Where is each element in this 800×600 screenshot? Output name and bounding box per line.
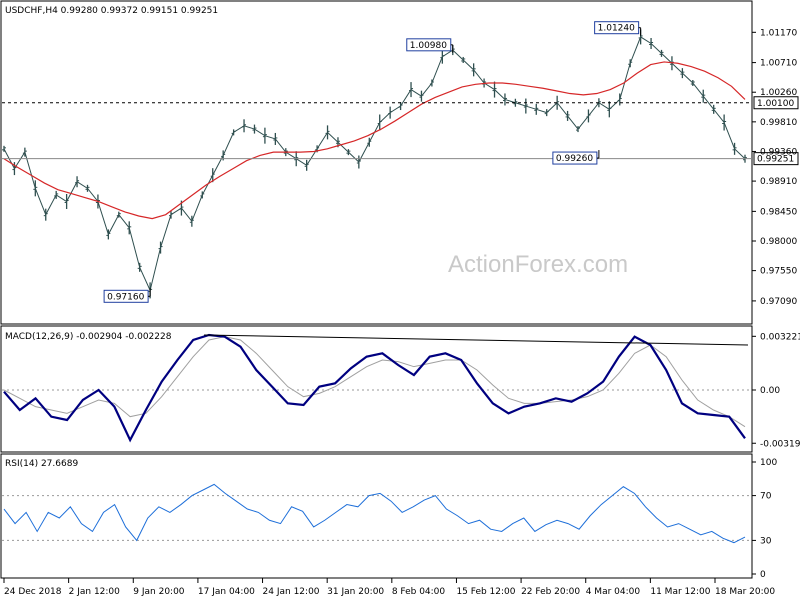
moving-average-line <box>3 61 746 220</box>
rsi-title: RSI(14) 27.6689 <box>5 459 78 469</box>
price-level-box <box>753 152 799 166</box>
price-ytick-label: 0.97090 <box>760 297 797 307</box>
rsi-ytick-label: 70 <box>760 492 772 502</box>
symbol-header: USDCHF,H4 0.99280 0.99372 0.99151 0.9925… <box>5 6 218 16</box>
x-tick-label: 31 Jan 20:00 <box>327 587 384 597</box>
x-tick-label: 24 Dec 2018 <box>4 587 62 597</box>
price-ytick-label: 0.97550 <box>760 267 797 277</box>
watermark: ActionForex.com <box>448 251 628 278</box>
annotation-label: 1.00980 <box>410 41 447 51</box>
price-level-label: 1.00100 <box>757 99 794 109</box>
macd-panel-frame <box>0 325 753 453</box>
price-ytick-label: 1.00260 <box>760 88 797 98</box>
rsi-ytick-label: 0 <box>760 570 766 580</box>
x-tick-label: 17 Jan 04:00 <box>198 587 255 597</box>
annotation-label: 0.97160 <box>107 292 144 302</box>
price-ytick-label: 0.98000 <box>760 237 797 247</box>
price-ytick-label: 1.00710 <box>760 59 797 69</box>
price-panel-frame <box>0 0 753 325</box>
macd-ytick-label: 0.003221 <box>760 332 800 342</box>
price-ytick-label: 0.99360 <box>760 147 797 157</box>
x-tick-label: 15 Feb 12:00 <box>456 587 515 597</box>
rsi-ytick-label: 100 <box>760 458 777 468</box>
x-tick-label: 4 Mar 04:00 <box>586 587 641 597</box>
rsi-ytick-label: 30 <box>760 536 772 546</box>
price-level-box <box>753 96 799 110</box>
x-tick-label: 2 Jan 12:00 <box>69 587 121 597</box>
x-tick-label: 11 Mar 12:00 <box>650 587 710 597</box>
macd-layer <box>2 333 752 443</box>
macd-trendline <box>204 334 749 346</box>
x-tick-label: 24 Jan 12:00 <box>263 587 320 597</box>
rsi-layer <box>2 483 752 544</box>
macd-title: MACD(12,26,9) -0.002904 -0.002228 <box>5 332 172 342</box>
x-tick-label: 18 Mar 20:00 <box>715 587 775 597</box>
macd-line <box>3 333 746 443</box>
x-tick-label: 8 Feb 04:00 <box>392 587 446 597</box>
price-ytick-label: 0.98910 <box>760 177 797 187</box>
annotation-label: 0.99260 <box>556 154 593 164</box>
price-ytick-label: 0.98450 <box>760 207 797 217</box>
price-ytick-label: 1.01170 <box>760 28 797 38</box>
rsi-panel-frame <box>0 453 753 579</box>
rsi-line <box>3 483 746 544</box>
x-tick-label: 9 Jan 20:00 <box>133 587 185 597</box>
price-level-label: 0.99251 <box>757 155 794 165</box>
price-ytick-label: 0.99810 <box>760 118 797 128</box>
annotation-label: 1.01240 <box>598 24 635 34</box>
axis-layer: 1.01170 1.00710 1.00260 0.99810 0.99360 0.989… <box>3 28 800 597</box>
x-tick-label: 22 Feb 20:00 <box>521 587 580 597</box>
macd-ytick-label: 0.00 <box>760 386 780 396</box>
macd-ytick-label: -0.003195 <box>760 439 800 449</box>
price-layer: 1.00100 0.99251 0.97160 1.00980 0.99260 1.012… <box>2 21 799 303</box>
macd-signal-line <box>3 336 746 428</box>
